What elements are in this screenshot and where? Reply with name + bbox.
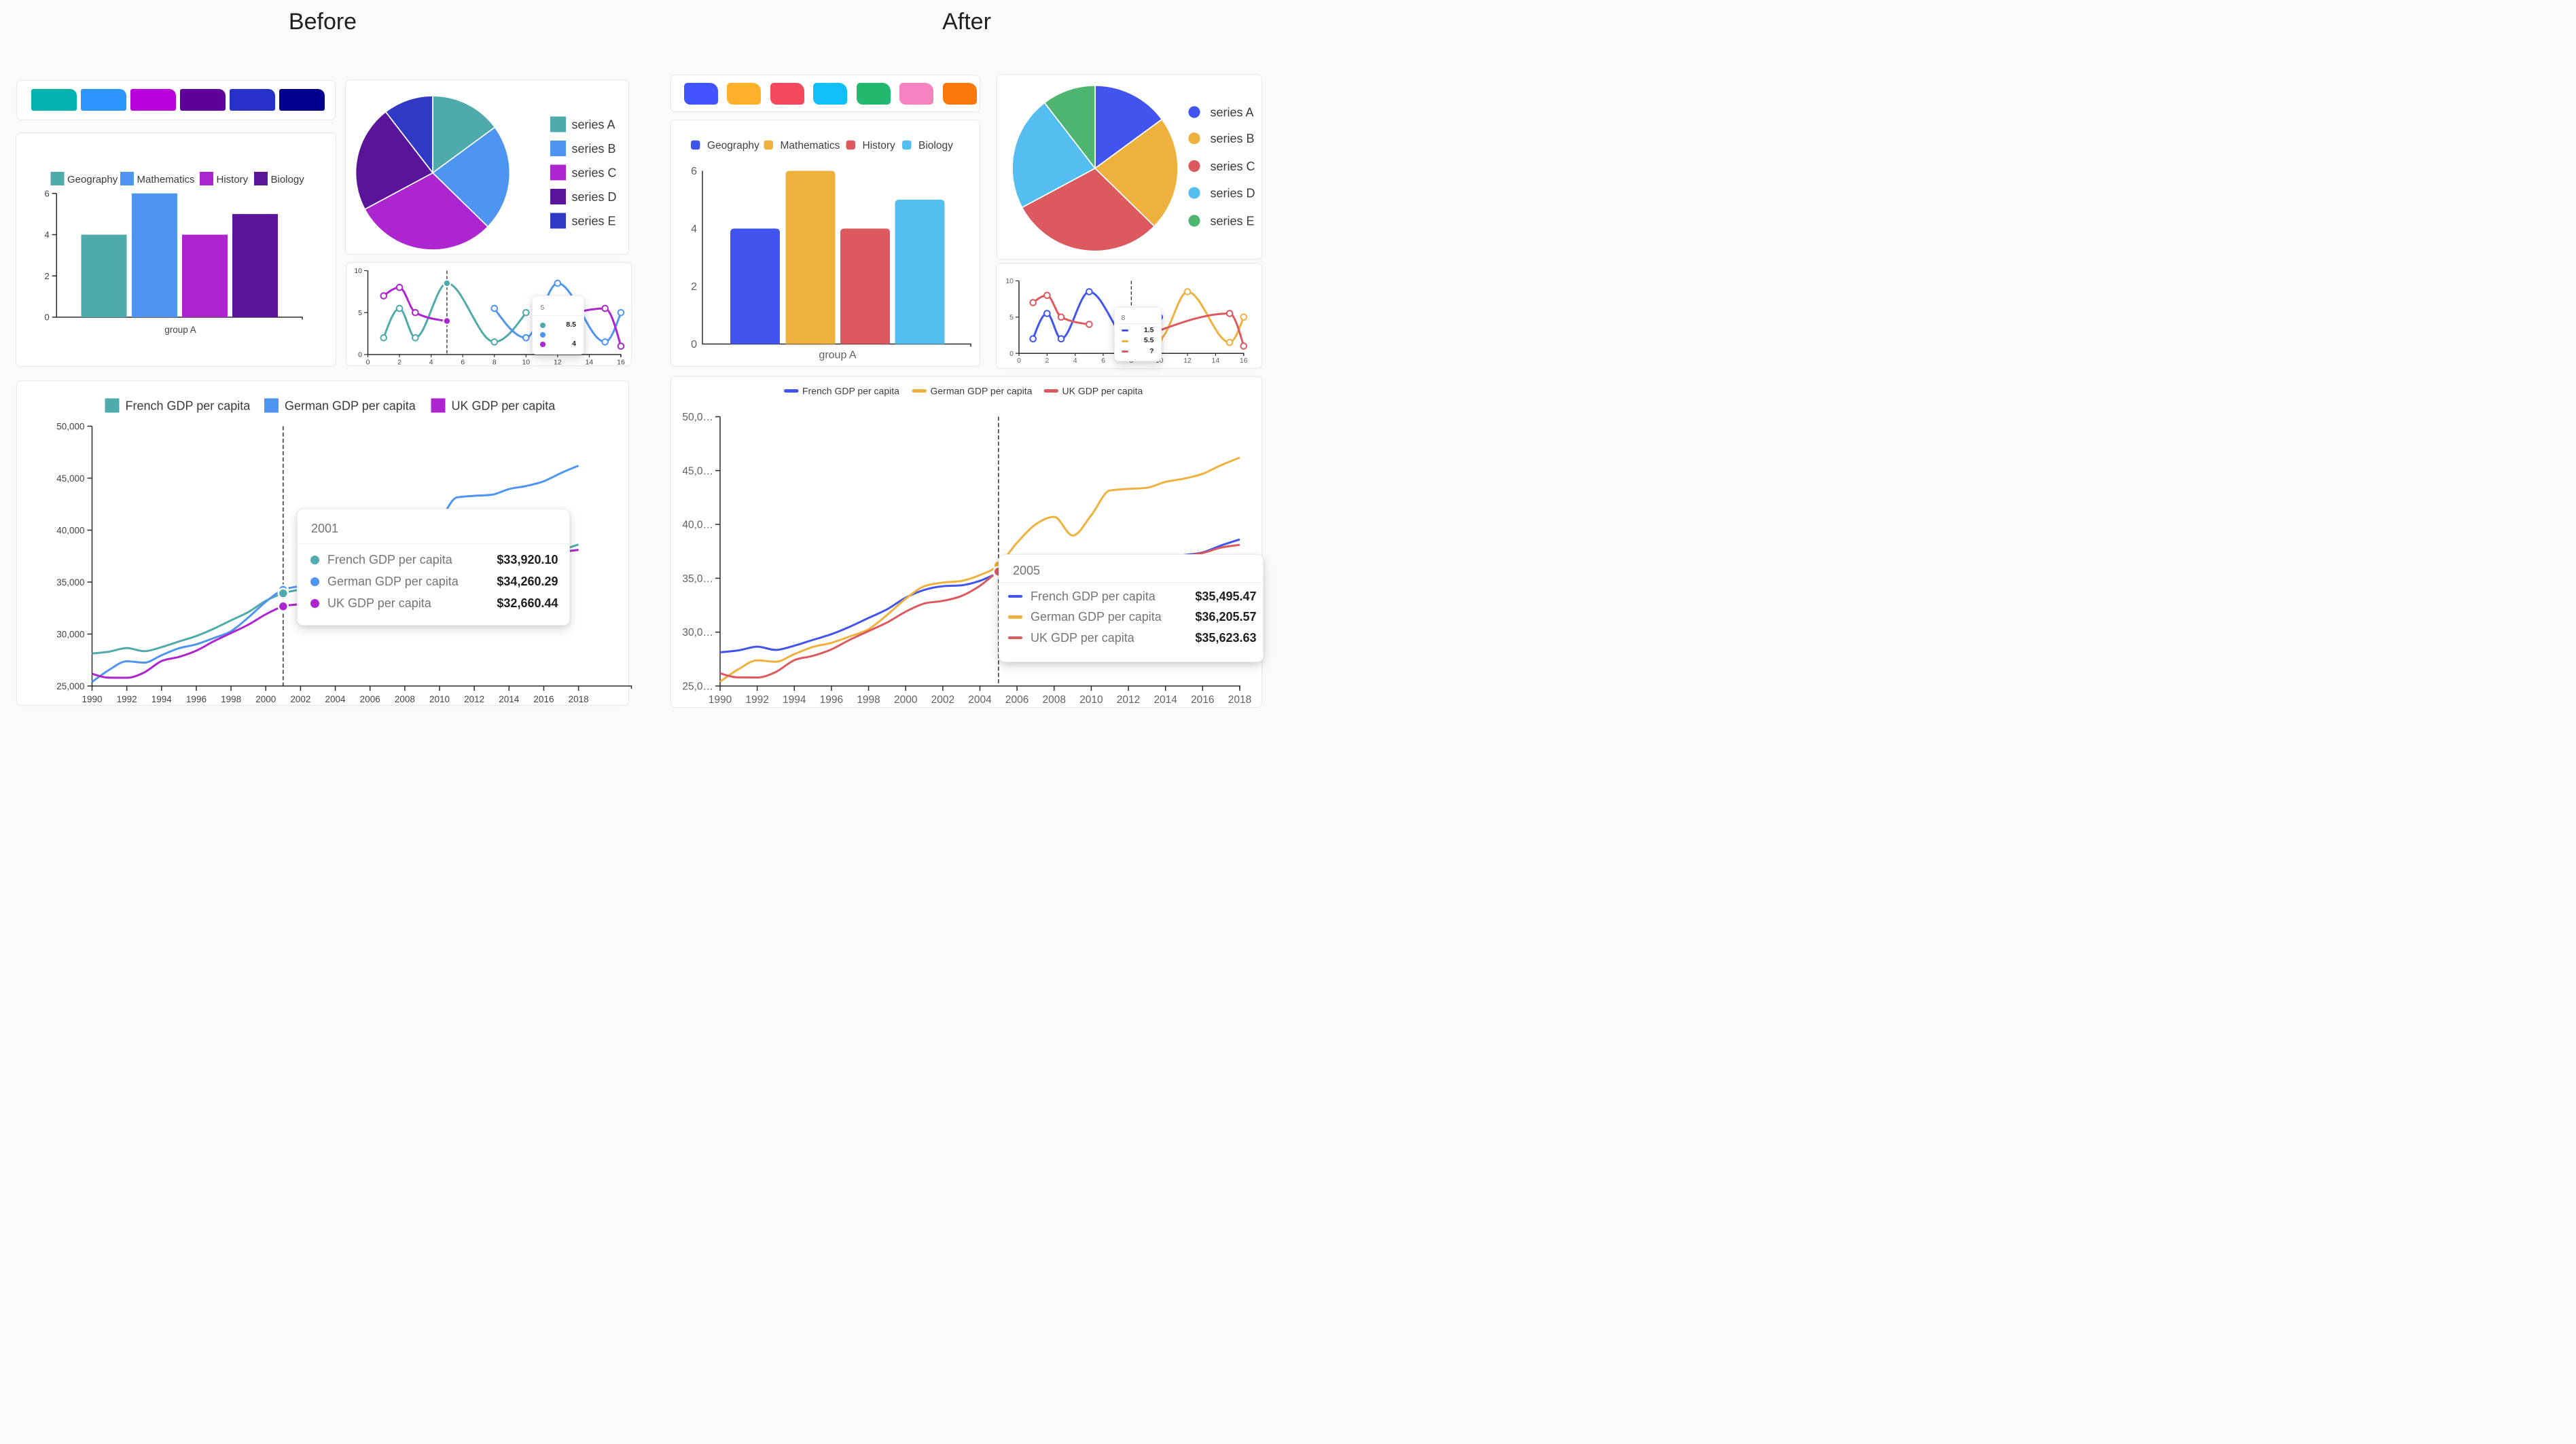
svg-text:6: 6 [691, 166, 697, 177]
svg-text:12: 12 [1183, 357, 1192, 365]
svg-text:2: 2 [397, 359, 401, 367]
svg-text:4: 4 [691, 223, 697, 235]
svg-text:0: 0 [1009, 349, 1014, 357]
svg-text:4: 4 [429, 359, 433, 367]
svg-text:UK GDP per capita: UK GDP per capita [1062, 385, 1143, 396]
svg-text:French GDP per capita: French GDP per capita [125, 399, 251, 413]
svg-text:45,0…: 45,0… [682, 465, 713, 477]
svg-text:1994: 1994 [151, 694, 172, 704]
svg-text:series A: series A [1211, 105, 1254, 119]
svg-text:Biology: Biology [270, 174, 304, 185]
svg-text:6: 6 [44, 188, 49, 198]
svg-text:8: 8 [493, 359, 497, 367]
svg-text:1996: 1996 [820, 694, 843, 706]
svg-text:6: 6 [1101, 357, 1105, 365]
svg-text:16: 16 [617, 359, 625, 367]
svg-text:2000: 2000 [255, 694, 276, 704]
svg-text:40,000: 40,000 [56, 525, 84, 535]
svg-text:Geography: Geography [707, 140, 759, 151]
svg-text:series C: series C [572, 166, 617, 179]
svg-text:series C: series C [1211, 160, 1255, 173]
svg-text:2004: 2004 [968, 694, 992, 706]
svg-text:25,000: 25,000 [56, 681, 84, 691]
svg-text:Geography: Geography [67, 174, 118, 185]
svg-text:6: 6 [461, 359, 465, 367]
svg-text:series A: series A [572, 118, 615, 131]
svg-text:12: 12 [554, 359, 562, 367]
svg-text:14: 14 [1212, 357, 1220, 365]
svg-text:10: 10 [1005, 277, 1014, 285]
svg-text:2016: 2016 [1191, 694, 1214, 706]
svg-text:2016: 2016 [533, 694, 554, 704]
svg-text:2018: 2018 [1228, 694, 1251, 706]
svg-text:1998: 1998 [221, 694, 241, 704]
svg-text:group A: group A [819, 349, 856, 361]
svg-text:group A: group A [164, 325, 196, 335]
svg-text:2002: 2002 [290, 694, 310, 704]
svg-text:2012: 2012 [1117, 694, 1140, 706]
svg-text:1992: 1992 [116, 694, 137, 704]
svg-text:2018: 2018 [568, 694, 588, 704]
svg-text:series B: series B [572, 142, 616, 156]
svg-text:30,000: 30,000 [56, 629, 84, 639]
svg-text:0: 0 [1017, 357, 1021, 365]
svg-text:French GDP per capita: French GDP per capita [802, 385, 899, 396]
svg-text:5: 5 [358, 309, 362, 317]
svg-text:2008: 2008 [1043, 694, 1066, 706]
svg-text:30,0…: 30,0… [682, 627, 713, 638]
svg-text:series E: series E [572, 214, 616, 228]
svg-text:1990: 1990 [82, 694, 102, 704]
svg-text:2012: 2012 [464, 694, 484, 704]
svg-text:2002: 2002 [931, 694, 954, 706]
svg-text:Mathematics: Mathematics [781, 140, 840, 151]
svg-text:History: History [216, 174, 248, 185]
svg-text:1996: 1996 [185, 694, 206, 704]
svg-text:50,000: 50,000 [56, 421, 84, 431]
svg-text:German GDP per capita: German GDP per capita [285, 399, 416, 413]
svg-text:45,000: 45,000 [56, 473, 84, 484]
svg-text:10: 10 [354, 267, 362, 275]
svg-text:1992: 1992 [745, 694, 768, 706]
svg-text:1998: 1998 [857, 694, 880, 706]
svg-text:2010: 2010 [1079, 694, 1103, 706]
svg-text:Mathematics: Mathematics [137, 174, 194, 185]
svg-text:2: 2 [691, 281, 697, 293]
svg-text:series E: series E [1211, 214, 1255, 228]
svg-text:40,0…: 40,0… [682, 519, 713, 530]
svg-text:2004: 2004 [325, 694, 346, 704]
svg-text:2008: 2008 [394, 694, 414, 704]
svg-text:0: 0 [44, 312, 49, 323]
svg-text:2014: 2014 [499, 694, 520, 704]
svg-text:5: 5 [1009, 313, 1014, 321]
svg-text:1994: 1994 [783, 694, 806, 706]
svg-text:35,000: 35,000 [56, 577, 84, 588]
svg-text:2006: 2006 [1005, 694, 1028, 706]
svg-text:1990: 1990 [709, 694, 732, 706]
svg-text:series D: series D [1211, 186, 1255, 200]
svg-text:14: 14 [586, 359, 594, 367]
svg-text:2006: 2006 [359, 694, 380, 704]
svg-text:0: 0 [691, 339, 697, 350]
svg-text:German GDP per capita: German GDP per capita [931, 385, 1033, 396]
svg-text:25,0…: 25,0… [682, 681, 713, 692]
svg-text:2010: 2010 [429, 694, 449, 704]
svg-text:0: 0 [358, 351, 362, 359]
svg-text:2: 2 [44, 271, 49, 281]
svg-text:16: 16 [1240, 357, 1248, 365]
svg-text:10: 10 [522, 359, 530, 367]
svg-text:2000: 2000 [894, 694, 918, 706]
svg-text:2014: 2014 [1153, 694, 1177, 706]
svg-text:Biology: Biology [918, 140, 953, 151]
svg-text:series B: series B [1211, 132, 1255, 145]
svg-text:2: 2 [1045, 357, 1049, 365]
svg-text:35,0…: 35,0… [682, 573, 713, 584]
svg-text:History: History [863, 140, 895, 151]
svg-text:0: 0 [366, 359, 370, 367]
svg-text:UK GDP per capita: UK GDP per capita [451, 399, 556, 413]
svg-text:50,0…: 50,0… [682, 412, 713, 423]
svg-text:4: 4 [44, 230, 49, 240]
svg-text:series D: series D [572, 190, 617, 204]
svg-text:4: 4 [1073, 357, 1077, 365]
